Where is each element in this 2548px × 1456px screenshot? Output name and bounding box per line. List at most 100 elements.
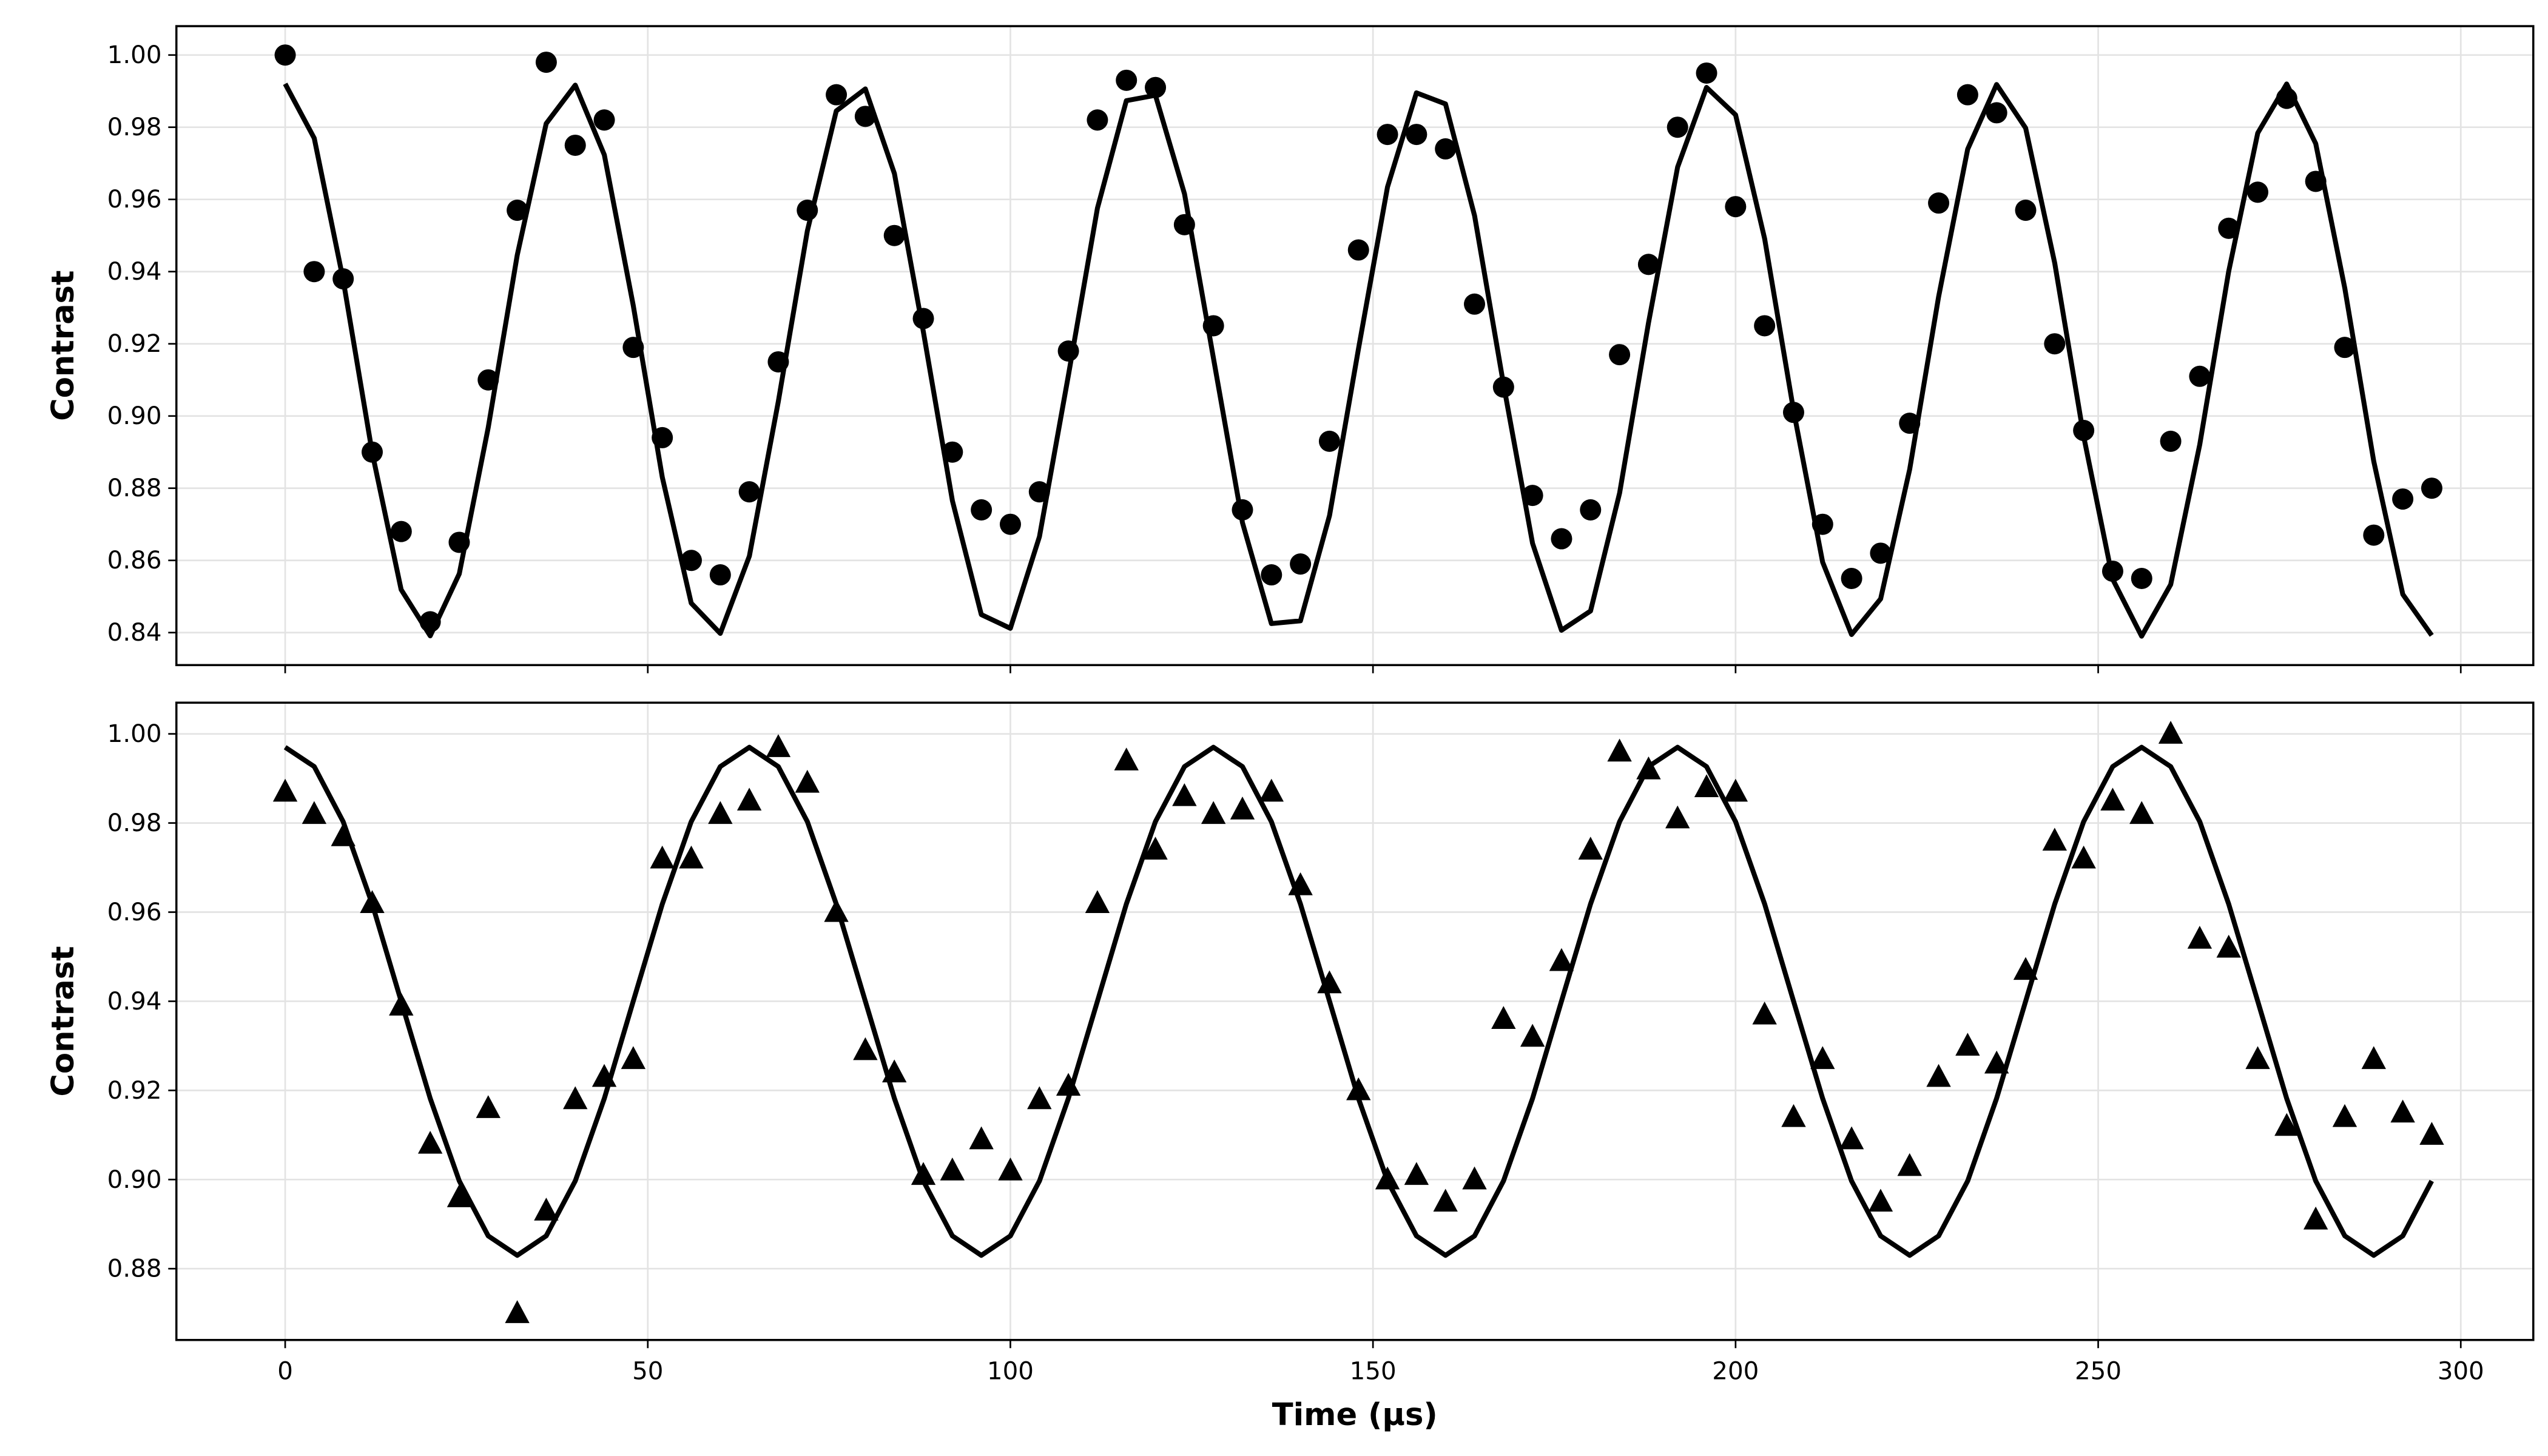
data-point — [1665, 805, 1690, 829]
data-point — [1810, 1046, 1835, 1070]
data-point — [1868, 1188, 1893, 1212]
data-point — [797, 200, 818, 221]
data-point — [736, 787, 762, 811]
data-point — [1201, 801, 1226, 824]
panel-bottom: 0.88 0.90 0.92 0.94 0.96 0.98 1.00 0 50 100 150 200… — [46, 701, 2535, 1433]
data-point — [824, 898, 849, 922]
data-point — [2334, 337, 2356, 359]
data-point — [2015, 200, 2037, 221]
data-point — [795, 769, 820, 793]
x-tick-label: 100 — [987, 1357, 1034, 1385]
x-tick-label: 150 — [1350, 1357, 1397, 1385]
data-point — [1897, 1153, 1922, 1176]
data-point — [2187, 926, 2213, 949]
data-point — [563, 1086, 588, 1110]
axes-frame — [175, 701, 2535, 1341]
data-point — [2392, 488, 2414, 510]
y-tick-label: 1.00 — [107, 720, 162, 748]
data-point — [2303, 1206, 2328, 1230]
data-point — [1551, 528, 1572, 550]
data-point — [1116, 69, 1138, 91]
data-point — [854, 106, 876, 127]
x-tick-label: 200 — [1712, 1357, 1759, 1385]
data-point — [940, 1158, 965, 1181]
data-point — [882, 1059, 907, 1083]
data-point — [1290, 553, 1312, 575]
data-point — [419, 611, 441, 633]
data-point — [1377, 124, 1398, 146]
data-point — [652, 426, 673, 448]
data-point — [1259, 778, 1284, 802]
data-point — [2421, 477, 2442, 499]
data-point — [1347, 239, 1369, 261]
data-point — [534, 1198, 559, 1221]
data-point — [2332, 1104, 2358, 1127]
y-tick-label: 0.88 — [107, 474, 162, 502]
data-point — [505, 1300, 530, 1323]
data-point — [1404, 1162, 1429, 1185]
data-point — [2013, 957, 2038, 980]
data-point — [1202, 315, 1224, 337]
data-point — [1782, 402, 1804, 423]
data-point — [2129, 801, 2154, 824]
y-tick-label: 0.86 — [107, 546, 162, 575]
data-point — [417, 1130, 443, 1154]
data-point — [2160, 430, 2182, 452]
data-point — [2390, 1099, 2415, 1123]
data-point — [680, 550, 702, 571]
data-point — [1375, 1166, 1400, 1190]
data-point — [447, 1184, 472, 1207]
data-point — [650, 845, 675, 869]
y-tick-label: 1.00 — [107, 41, 162, 69]
data-point — [912, 308, 934, 329]
data-point — [2247, 181, 2269, 203]
x-tick-label: 50 — [632, 1357, 663, 1385]
data-point — [2274, 1113, 2299, 1136]
y-axis-label: Contrast — [46, 271, 81, 421]
data-point — [1955, 1033, 1980, 1056]
data-point — [1317, 970, 1342, 994]
data-point — [1491, 1006, 1516, 1029]
data-point — [826, 84, 848, 106]
y-tick-label: 0.88 — [107, 1255, 162, 1283]
data-point — [1696, 62, 1717, 84]
data-point — [332, 268, 354, 290]
fit-curve — [283, 81, 2434, 639]
data-point — [622, 337, 644, 359]
y-tick-label: 0.94 — [107, 987, 162, 1016]
data-point — [998, 1158, 1023, 1181]
data-point — [564, 134, 586, 156]
data-point — [1462, 1166, 1487, 1190]
data-point — [1435, 138, 1457, 160]
data-point — [1232, 499, 1253, 521]
data-point — [767, 351, 789, 372]
data-point — [1318, 430, 1340, 452]
data-point — [2245, 1046, 2270, 1070]
data-point — [971, 499, 993, 521]
data-point — [2101, 561, 2123, 582]
data-point — [1230, 797, 1255, 820]
data-point — [1725, 196, 1747, 218]
data-point — [1694, 774, 1719, 797]
data-point — [1723, 778, 1748, 802]
data-point — [1754, 315, 1776, 337]
data-point — [1433, 1188, 1458, 1212]
data-point — [2216, 934, 2241, 958]
data-point — [708, 801, 733, 824]
data-point — [303, 261, 325, 283]
data-point — [1637, 254, 1659, 275]
data-point — [2158, 721, 2183, 744]
data-point — [999, 513, 1021, 535]
data-point — [1172, 783, 1197, 806]
data-point — [1752, 1001, 1777, 1025]
data-point — [507, 200, 528, 221]
data-point — [2073, 420, 2095, 442]
y-tick-label: 0.98 — [107, 113, 162, 141]
data-point — [621, 1046, 646, 1070]
data-point — [360, 890, 385, 913]
data-point — [1028, 481, 1050, 503]
y-tick-label: 0.92 — [107, 1076, 162, 1105]
data-point — [1549, 948, 1574, 971]
data-point — [1578, 837, 1603, 860]
